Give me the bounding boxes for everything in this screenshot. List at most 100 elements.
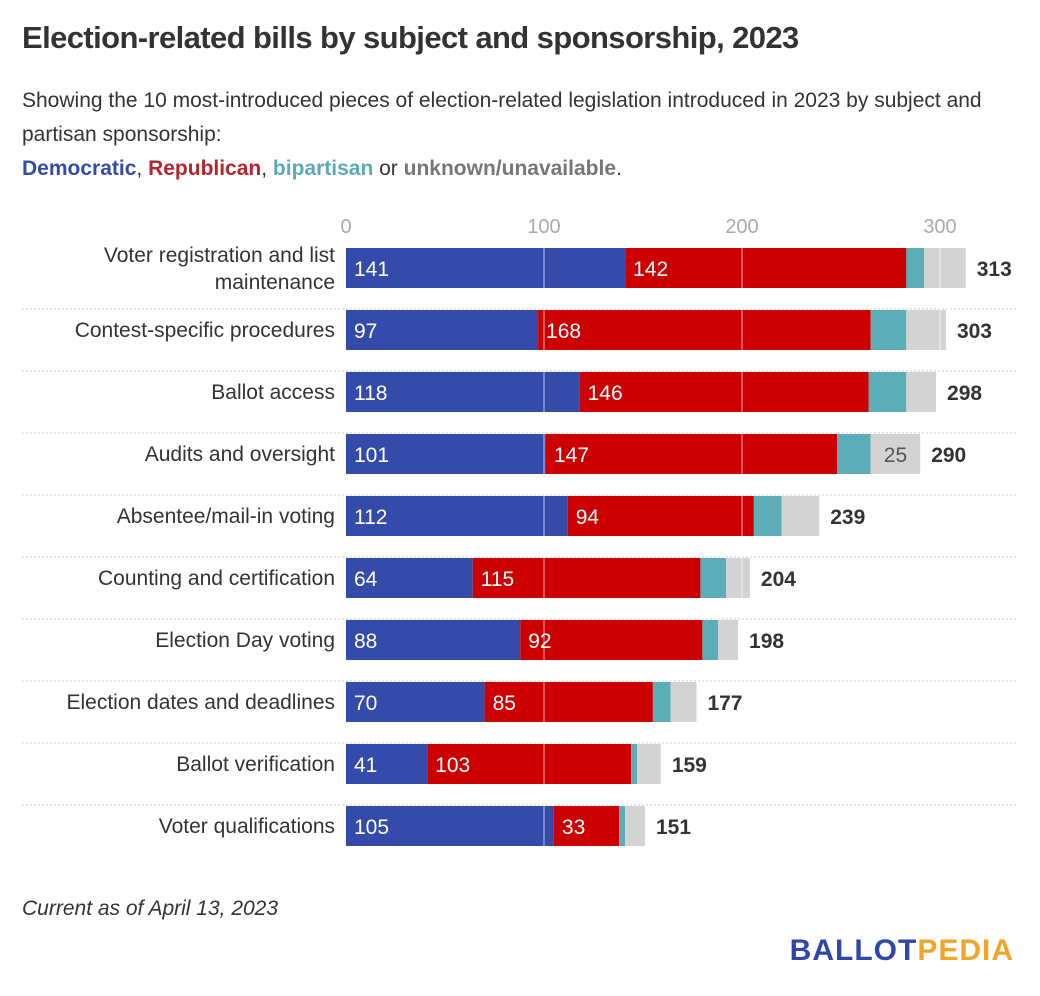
x-tick-label: 0 xyxy=(340,216,351,238)
bar-segment-bipartisan xyxy=(700,558,727,598)
gridlines xyxy=(543,248,941,846)
legend-separator: , xyxy=(261,157,273,180)
segment-value-label: 64 xyxy=(354,568,378,591)
x-tick-label: 100 xyxy=(527,216,560,238)
bar-row xyxy=(346,310,946,350)
bar-segment-unknown xyxy=(625,806,645,846)
bar-segment-unknown xyxy=(906,310,946,350)
category-label: Election Day voting xyxy=(155,629,335,652)
category-label: Ballot access xyxy=(211,381,335,404)
bar-segment-republican xyxy=(538,310,871,350)
segment-value-label: 101 xyxy=(354,444,389,467)
bar-row xyxy=(346,806,645,846)
stacked-bar-chart: 0 100 200 300 Voter registration and list ma… xyxy=(22,216,1017,846)
bar-labels: Voter registration and list maintenance 14… xyxy=(66,244,1011,839)
bar-row xyxy=(346,682,697,722)
total-value-label: 239 xyxy=(830,506,865,529)
bar-segment-unknown xyxy=(637,744,661,784)
segment-value-label: 142 xyxy=(633,258,668,281)
bar-row xyxy=(346,620,739,660)
bar-rows xyxy=(346,248,966,846)
segment-value-label: 105 xyxy=(354,816,389,839)
bar-segment-republican xyxy=(427,744,632,784)
bar-segment-democratic xyxy=(346,372,580,412)
legend-democratic: Democratic xyxy=(22,157,137,180)
bar-segment-bipartisan xyxy=(906,248,925,288)
bar-segment-republican xyxy=(520,620,703,660)
legend-end: . xyxy=(616,157,622,180)
segment-value-label: 25 xyxy=(884,444,907,467)
bar-segment-democratic xyxy=(346,806,554,846)
bar-segment-democratic xyxy=(346,620,521,660)
bar-row xyxy=(346,372,937,412)
bar-segment-republican xyxy=(545,434,838,474)
total-value-label: 290 xyxy=(931,444,966,467)
total-value-label: 159 xyxy=(672,754,707,777)
bar-segment-democratic xyxy=(346,434,546,474)
row-separators xyxy=(22,308,1017,806)
bar-segment-unknown xyxy=(718,620,739,660)
bar-segment-unknown xyxy=(870,434,921,474)
legend-separator: , xyxy=(136,157,149,180)
bar-segment-republican xyxy=(625,248,907,288)
legend-unknown: unknown/unavailable xyxy=(403,157,616,180)
total-value-label: 198 xyxy=(749,630,784,653)
bar-segment-republican xyxy=(567,496,754,536)
segment-value-label: 88 xyxy=(354,630,377,653)
bar-segment-republican xyxy=(472,558,701,598)
total-value-label: 151 xyxy=(656,816,691,839)
total-value-label: 177 xyxy=(707,692,742,715)
bar-segment-unknown xyxy=(726,558,750,598)
logo-part-pedia: PEDIA xyxy=(917,934,1014,967)
bar-row xyxy=(346,248,966,288)
bar-segment-unknown xyxy=(781,496,820,536)
segment-value-label: 118 xyxy=(354,382,387,405)
bar-segment-bipartisan xyxy=(870,310,907,350)
bar-segment-bipartisan xyxy=(868,372,907,412)
segment-value-label: 33 xyxy=(562,816,585,839)
bar-segment-republican xyxy=(484,682,653,722)
bar-segment-bipartisan xyxy=(652,682,671,722)
segment-value-label: 103 xyxy=(435,754,470,777)
segment-value-label: 141 xyxy=(354,258,389,281)
total-value-label: 204 xyxy=(761,568,796,591)
segment-value-label: 146 xyxy=(588,382,623,405)
segment-value-label: 41 xyxy=(354,754,377,777)
category-label: Voter registration and list maintenance xyxy=(104,244,335,294)
bar-segment-democratic xyxy=(346,744,428,784)
logo-part-ballot: BALLOT xyxy=(789,934,918,967)
legend-republican: Republican xyxy=(148,157,262,180)
total-value-label: 298 xyxy=(947,382,982,405)
x-tick-label: 300 xyxy=(923,216,956,238)
bar-segment-republican xyxy=(553,806,620,846)
legend-separator: or xyxy=(373,157,404,180)
legend-bipartisan: bipartisan xyxy=(272,157,374,180)
bar-segment-bipartisan xyxy=(702,620,719,660)
bar-segment-democratic xyxy=(346,310,539,350)
segment-value-label: 115 xyxy=(481,568,514,591)
x-axis-ticks: 0 100 200 300 xyxy=(340,216,956,238)
bar-row xyxy=(346,496,820,536)
segment-value-label: 112 xyxy=(354,506,387,529)
category-label: Counting and certification xyxy=(98,567,335,590)
ballotpedia-logo[interactable]: BALLOTPEDIA xyxy=(790,934,1014,968)
bar-segment-democratic xyxy=(346,682,485,722)
bar-segment-bipartisan xyxy=(753,496,782,536)
subtitle-text: Showing the 10 most-introduced pieces of… xyxy=(22,89,982,146)
bar-segment-republican xyxy=(579,372,869,412)
chart-title: Election-related bills by subject and sp… xyxy=(22,20,799,55)
bar-row xyxy=(346,434,921,474)
footnote: Current as of April 13, 2023 xyxy=(22,897,279,920)
segment-value-label: 92 xyxy=(528,630,551,653)
category-label: Audits and oversight xyxy=(145,443,335,466)
total-value-label: 313 xyxy=(977,258,1012,281)
segment-value-label: 168 xyxy=(546,320,581,343)
segment-value-label: 85 xyxy=(493,692,516,715)
bar-segment-unknown xyxy=(924,248,966,288)
segment-value-label: 97 xyxy=(354,320,377,343)
category-label: Voter qualifications xyxy=(159,815,335,838)
bar-segment-unknown xyxy=(670,682,697,722)
category-label: Absentee/mail-in voting xyxy=(117,505,335,528)
segment-value-label: 94 xyxy=(576,506,600,529)
bar-segment-bipartisan xyxy=(631,744,638,784)
